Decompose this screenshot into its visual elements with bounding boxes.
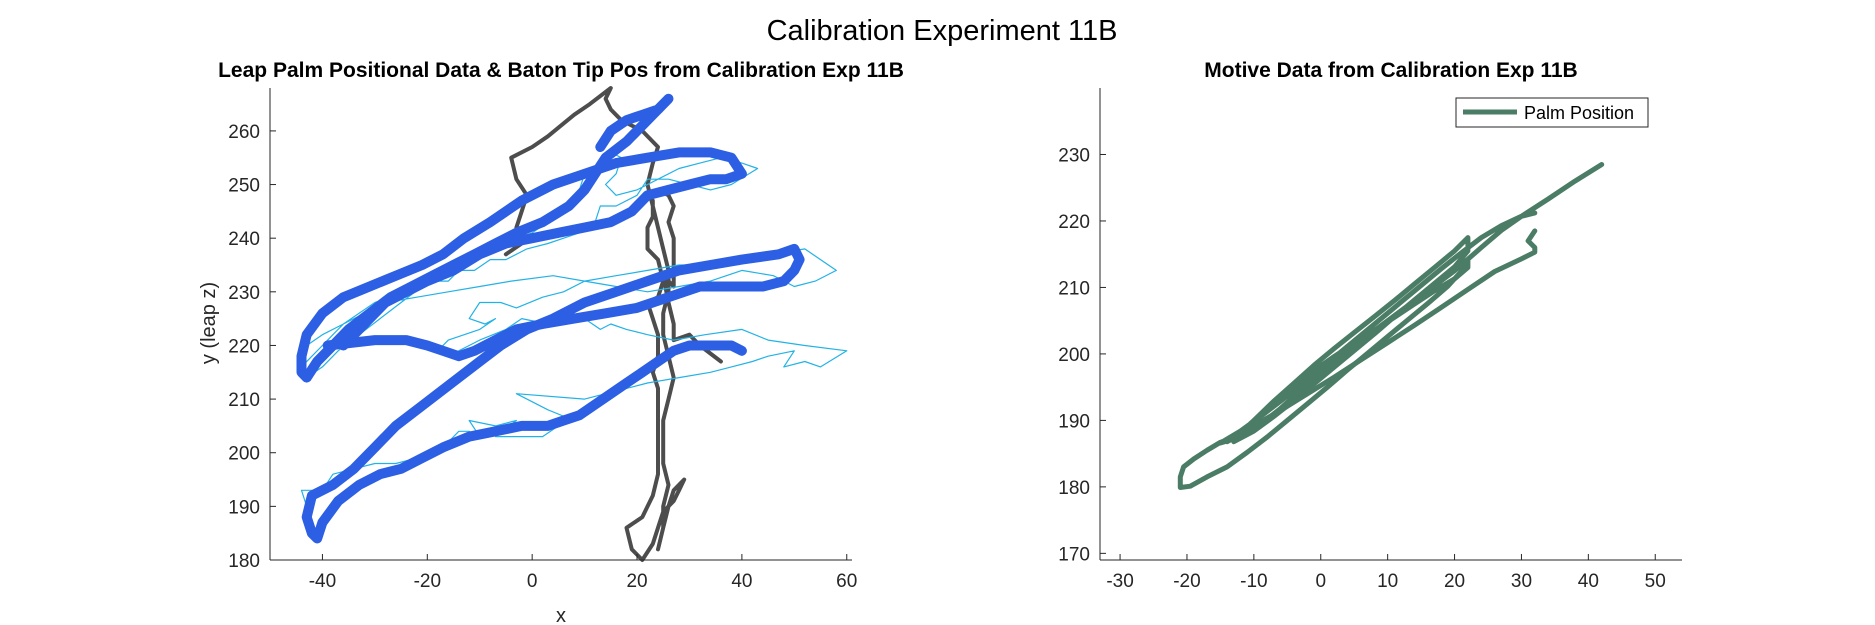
left-plot-ytick-label: 220: [228, 336, 260, 357]
right-plot-series-1: [1224, 228, 1538, 445]
right-plot-ytick-label: 230: [1058, 145, 1090, 166]
left-plot-ytick-label: 230: [228, 283, 260, 304]
left-plot-ytick-label: 190: [228, 497, 260, 518]
right-plot-title: Motive Data from Calibration Exp 11B: [1204, 59, 1577, 82]
right-plot-xtick-label: -20: [1173, 571, 1200, 592]
legend-entry-palm-position: Palm Position: [1524, 103, 1634, 123]
left-plot-ytick-label: 200: [228, 444, 260, 465]
right-plot-ytick-label: 170: [1058, 544, 1090, 565]
left-plot-series-3: [296, 93, 747, 383]
left-plot-ytick-label: 260: [228, 122, 260, 143]
right-plot-xtick-label: -10: [1240, 571, 1267, 592]
left-plot-xtick-label: 0: [527, 571, 538, 592]
right-plot-xtick-label: 30: [1511, 571, 1532, 592]
left-plot-xtick-label: -40: [309, 571, 336, 592]
left-plot-ytick-label: 210: [228, 390, 260, 411]
left-plot-series-1: [300, 151, 848, 540]
right-plot-xtick-label: -30: [1106, 571, 1133, 592]
right-plot-xtick-label: 0: [1315, 571, 1326, 592]
right-plot-lines: [1177, 162, 1605, 490]
right-plot-series-0: [1177, 162, 1605, 490]
right-plot-ytick-label: 180: [1058, 478, 1090, 499]
left-plot-xlabel: x: [556, 605, 566, 625]
right-plot-ytick-label: 190: [1058, 411, 1090, 432]
right-plot-ytick-label: 220: [1058, 212, 1090, 233]
left-plot-lines: [296, 86, 848, 562]
right-plot-xtick-label: 50: [1645, 571, 1666, 592]
right-plot: Motive Data from Calibration Exp 11B -30…: [1058, 59, 1682, 592]
left-plot-xtick-label: 40: [731, 571, 752, 592]
figure-title: Calibration Experiment 11B: [767, 15, 1118, 47]
left-plot-series-2: [301, 243, 805, 544]
left-plot-xtick-label: 60: [836, 571, 857, 592]
right-plot-ytick-label: 210: [1058, 278, 1090, 299]
right-plot-xtick-label: 40: [1578, 571, 1599, 592]
legend: Palm Position: [1455, 97, 1649, 128]
left-plot-title: Leap Palm Positional Data & Baton Tip Po…: [218, 59, 904, 82]
right-plot-ytick-label: 200: [1058, 345, 1090, 366]
right-plot-axes: -30 -20 -10 0 10 20 30 40 50 170 180 190 200 210 220 23…: [1058, 88, 1682, 592]
right-plot-xtick-label: 20: [1444, 571, 1465, 592]
left-plot-ytick-label: 240: [228, 229, 260, 250]
left-plot-ytick-label: 250: [228, 176, 260, 197]
left-plot-ylabel: y (leap z): [198, 282, 220, 364]
left-plot-ytick-label: 180: [228, 551, 260, 572]
left-plot-xtick-label: 20: [626, 571, 647, 592]
left-plot-xtick-label: -20: [414, 571, 441, 592]
right-plot-xtick-label: 10: [1377, 571, 1398, 592]
left-plot: Leap Palm Positional Data & Baton Tip Po…: [198, 59, 904, 625]
left-plot-axes: -40 -20 0 20 40 60 180 190 200 210 220 230 240 250 260: [228, 88, 857, 592]
